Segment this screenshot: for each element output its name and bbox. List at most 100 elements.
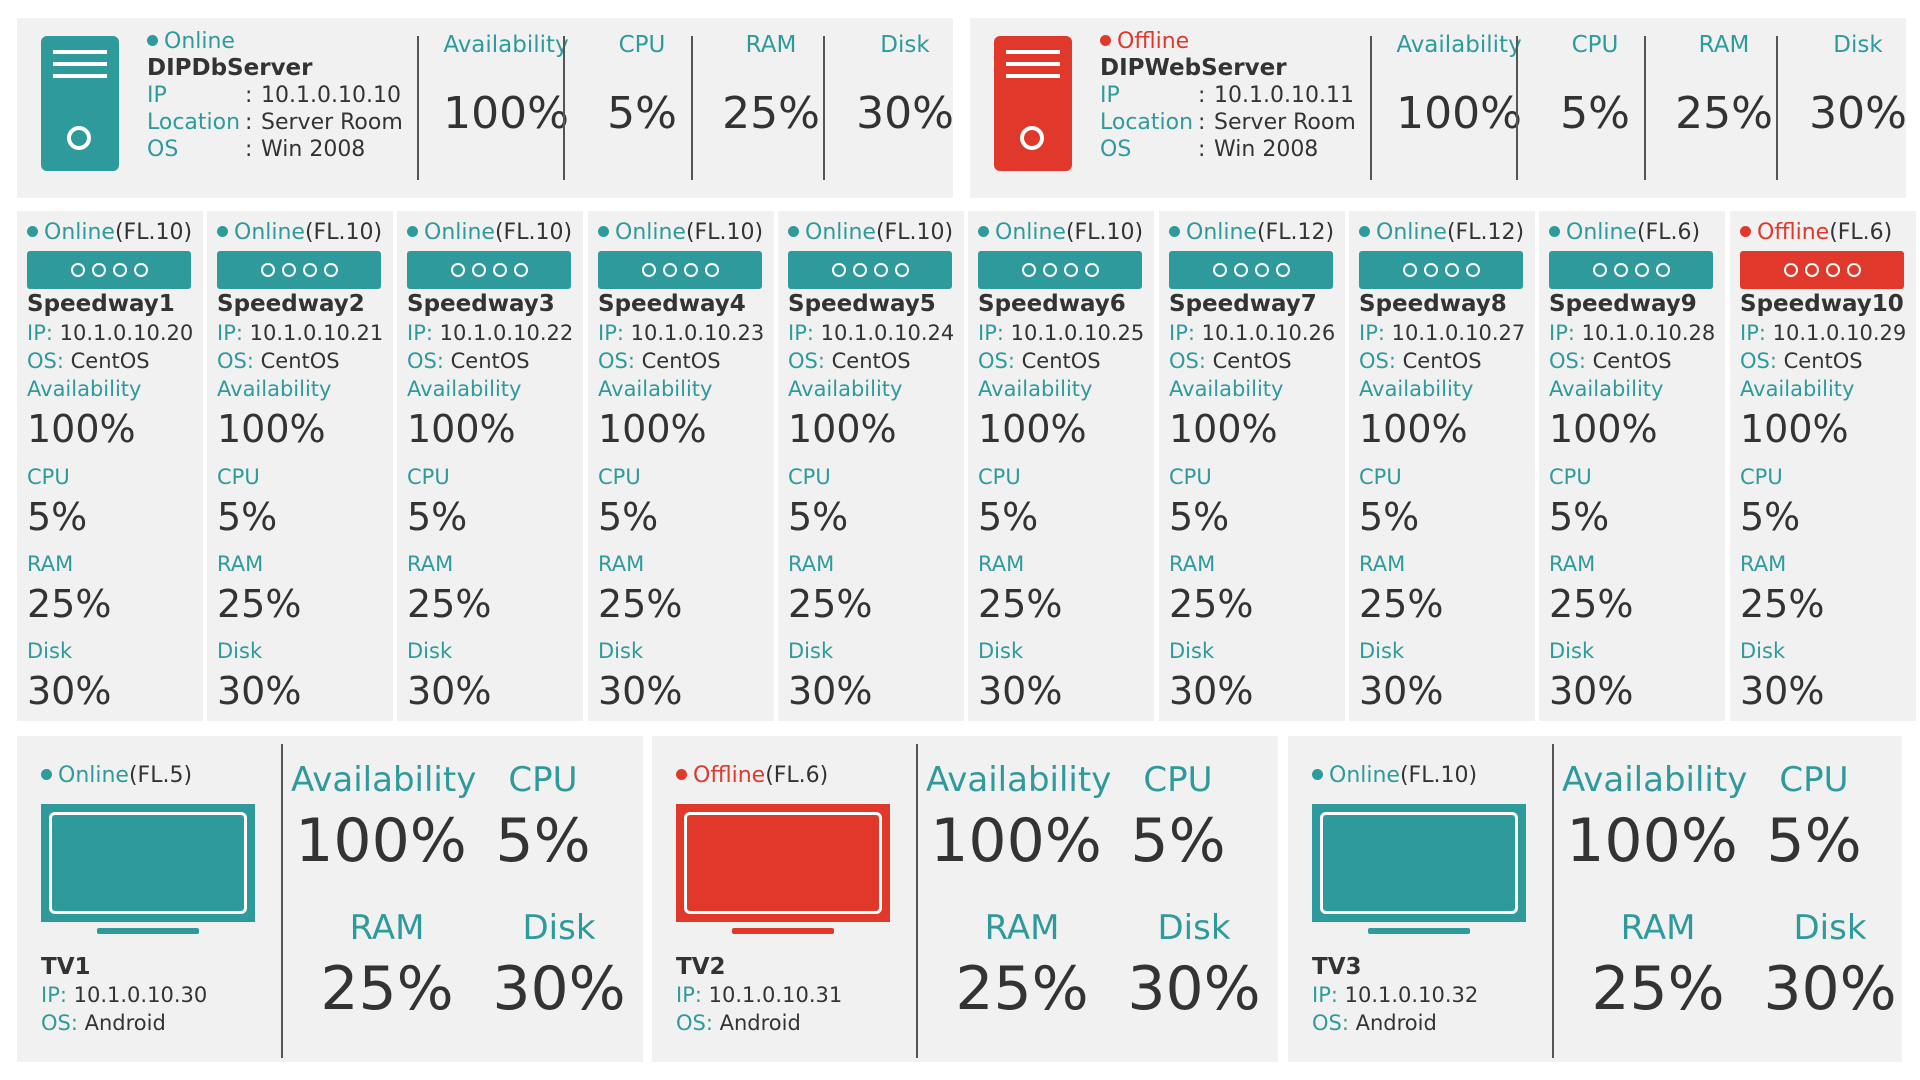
ram-value: 25%	[1359, 582, 1444, 626]
availability-value: 100%	[217, 407, 326, 451]
cpu-label: CPU	[27, 465, 70, 489]
speedway-device-icon	[407, 251, 571, 289]
disk-label: Disk	[1157, 908, 1231, 948]
os-label: OS:	[1549, 349, 1586, 373]
availability-label: Availability	[1169, 377, 1284, 401]
divider	[1776, 36, 1778, 180]
disk-value: 30%	[1740, 669, 1825, 713]
speedway-card[interactable]: Online(FL.10) Speedway6 IP: 10.1.0.10.25 OS…	[968, 211, 1154, 721]
ram-label: RAM	[217, 552, 264, 576]
status-dot-icon	[1312, 769, 1323, 780]
ip-value: 10.1.0.10.26	[1201, 321, 1336, 345]
status-dot-icon	[788, 226, 799, 237]
ram-label: RAM	[407, 552, 454, 576]
cpu-value: 5%	[1169, 495, 1230, 539]
floor-label: (FL.6)	[1829, 220, 1893, 245]
os-label: OS:	[1740, 349, 1777, 373]
ram-value: 25%	[1169, 582, 1254, 626]
cpu-value: 5%	[1359, 495, 1420, 539]
floor-label: (FL.12)	[1256, 220, 1335, 245]
speedway-card[interactable]: Online(FL.10) Speedway5 IP: 10.1.0.10.24 OS…	[778, 211, 964, 721]
ram-value: 25%	[955, 954, 1089, 1024]
ip-value: 10.1.0.10.27	[1391, 321, 1526, 345]
ip-label: IP:	[978, 321, 1004, 345]
ip-value: 10.1.0.10.20	[59, 321, 194, 345]
disk-label: Disk	[1740, 639, 1786, 663]
os-value: CentOS	[260, 349, 340, 373]
tv-card[interactable]: Online(FL.10) TV3 IP: 10.1.0.10.32 OS: Andr…	[1288, 736, 1902, 1062]
speedway-device-icon	[598, 251, 762, 289]
ip-value: 10.1.0.10.28	[1581, 321, 1716, 345]
ram-label: RAM	[1359, 552, 1406, 576]
status-online: Online(FL.10)	[407, 220, 572, 245]
cpu-label: CPU	[1143, 760, 1213, 800]
speedway-card[interactable]: Online(FL.10) Speedway3 IP: 10.1.0.10.22 OS…	[397, 211, 583, 721]
speedway-card[interactable]: Online(FL.10) Speedway1 IP: 10.1.0.10.20 OS…	[17, 211, 203, 721]
metric-ram: RAM 25%	[1675, 32, 1773, 139]
ip-label: IP	[147, 83, 167, 108]
status-dot-icon	[1100, 35, 1111, 46]
availability-value: 100%	[1359, 407, 1468, 451]
ram-value: 25%	[27, 582, 112, 626]
status-online: Online(FL.12)	[1359, 220, 1524, 245]
floor-label: (FL.12)	[1446, 220, 1525, 245]
ip-label: IP:	[1740, 321, 1766, 345]
divider	[563, 36, 565, 180]
tv-stand	[1368, 928, 1470, 934]
speedway-card[interactable]: Online(FL.12) Speedway8 IP: 10.1.0.10.27 OS…	[1349, 211, 1535, 721]
speedway-card[interactable]: Online(FL.10) Speedway4 IP: 10.1.0.10.23 OS…	[588, 211, 774, 721]
disk-label: Disk	[1793, 908, 1867, 948]
disk-value: 30%	[407, 669, 492, 713]
speedway-card[interactable]: Online(FL.10) Speedway2 IP: 10.1.0.10.21 OS…	[207, 211, 393, 721]
speedway-device-icon	[217, 251, 381, 289]
status-online: Online(FL.12)	[1169, 220, 1334, 245]
availability-value: 100%	[295, 806, 467, 876]
disk-label: Disk	[407, 639, 453, 663]
disk-label: Disk	[522, 908, 596, 948]
disk-label: Disk	[27, 639, 73, 663]
speedway-device-icon	[1549, 251, 1713, 289]
ram-label: RAM	[1620, 908, 1696, 948]
ip-value: 10.1.0.10.10	[261, 83, 401, 108]
speedway-card[interactable]: Offline(FL.6) Speedway10 IP: 10.1.0.10.29 O…	[1730, 211, 1916, 721]
tv-card[interactable]: Online(FL.5) TV1 IP: 10.1.0.10.30 OS: Andro…	[17, 736, 643, 1062]
ip-value: 10.1.0.10.31	[708, 983, 843, 1007]
speedway-card[interactable]: Online(FL.12) Speedway7 IP: 10.1.0.10.26 OS…	[1159, 211, 1345, 721]
ram-label: RAM	[984, 908, 1060, 948]
ip-value: 10.1.0.10.22	[439, 321, 574, 345]
divider	[691, 36, 693, 180]
speedway-device-icon	[27, 251, 191, 289]
ip-label: IP:	[1549, 321, 1575, 345]
os-label: OS:	[788, 349, 825, 373]
status-online: Online(FL.5)	[41, 763, 192, 788]
device-name: Speedway3	[407, 291, 555, 317]
availability-label: Availability	[788, 377, 903, 401]
cpu-label: CPU	[1169, 465, 1212, 489]
cpu-value: 5%	[407, 495, 468, 539]
speedway-device-icon	[1359, 251, 1523, 289]
status-online: Online(FL.10)	[788, 220, 953, 245]
server-card-dipdbserver[interactable]: Online DIPDbServer IP:10.1.0.10.10 Locat…	[17, 18, 954, 198]
ram-label: RAM	[598, 552, 645, 576]
metric-cpu: CPU 5%	[1560, 32, 1630, 139]
disk-value: 30%	[1169, 669, 1254, 713]
floor-label: (FL.10)	[1399, 763, 1478, 788]
server-card-dipwebserver[interactable]: Offline DIPWebServer IP:10.1.0.10.11 Loc…	[970, 18, 1907, 198]
tv-card[interactable]: Offline(FL.6) TV2 IP: 10.1.0.10.31 OS: Andr…	[652, 736, 1278, 1062]
disk-label: Disk	[978, 639, 1024, 663]
cpu-value: 5%	[598, 495, 659, 539]
device-name: Speedway2	[217, 291, 365, 317]
cpu-value: 5%	[217, 495, 278, 539]
os-value: Win 2008	[261, 137, 366, 162]
disk-value: 30%	[27, 669, 112, 713]
ram-value: 25%	[407, 582, 492, 626]
disk-value: 30%	[1359, 669, 1444, 713]
ram-label: RAM	[1169, 552, 1216, 576]
disk-value: 30%	[1127, 954, 1261, 1024]
cpu-label: CPU	[217, 465, 260, 489]
location-label: Location	[1100, 110, 1194, 135]
speedway-card[interactable]: Online(FL.6) Speedway9 IP: 10.1.0.10.28 OS:…	[1539, 211, 1725, 721]
device-name: Speedway7	[1169, 291, 1317, 317]
ip-label: IP:	[598, 321, 624, 345]
floor-label: (FL.6)	[1636, 220, 1701, 245]
